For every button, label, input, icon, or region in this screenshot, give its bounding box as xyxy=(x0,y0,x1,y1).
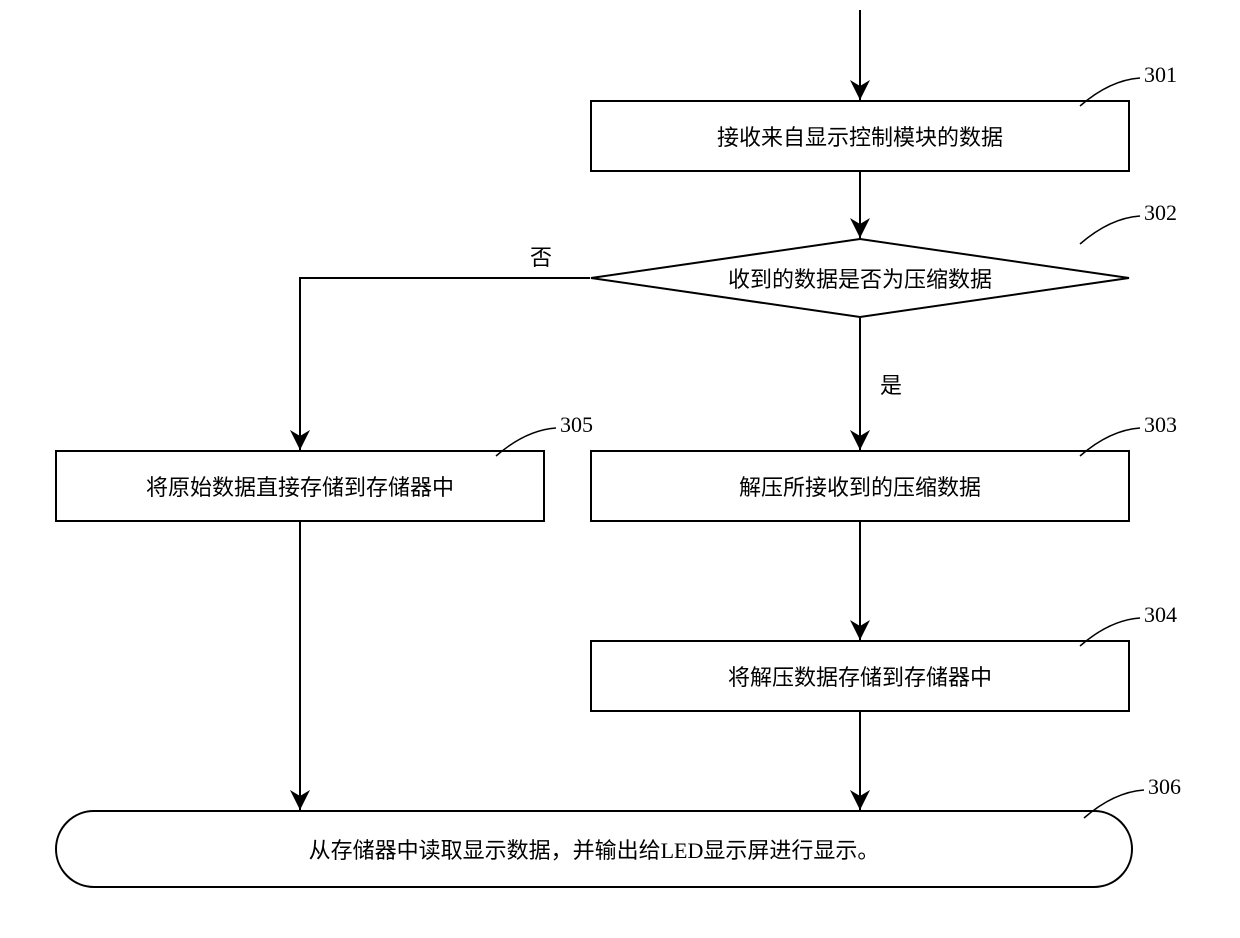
ref-304: 304 xyxy=(1144,602,1177,628)
ref-301: 301 xyxy=(1144,62,1177,88)
node-301-text: 接收来自显示控制模块的数据 xyxy=(717,120,1003,152)
node-305: 将原始数据直接存储到存储器中 xyxy=(55,450,545,522)
edge-label-no: 否 xyxy=(530,240,552,272)
node-305-text: 将原始数据直接存储到存储器中 xyxy=(146,470,454,502)
node-303-text: 解压所接收到的压缩数据 xyxy=(739,470,981,502)
ref-302: 302 xyxy=(1144,200,1177,226)
node-302-text: 收到的数据是否为压缩数据 xyxy=(728,262,992,294)
node-303: 解压所接收到的压缩数据 xyxy=(590,450,1130,522)
node-306: 从存储器中读取显示数据，并输出给LED显示屏进行显示。 xyxy=(55,810,1133,888)
node-304-text: 将解压数据存储到存储器中 xyxy=(728,660,992,692)
node-302: 收到的数据是否为压缩数据 xyxy=(590,238,1130,318)
node-306-text: 从存储器中读取显示数据，并输出给LED显示屏进行显示。 xyxy=(309,833,880,865)
ref-305: 305 xyxy=(560,412,593,438)
edge-label-yes: 是 xyxy=(880,368,902,400)
node-301: 接收来自显示控制模块的数据 xyxy=(590,100,1130,172)
ref-303: 303 xyxy=(1144,412,1177,438)
node-304: 将解压数据存储到存储器中 xyxy=(590,640,1130,712)
ref-306: 306 xyxy=(1148,774,1181,800)
